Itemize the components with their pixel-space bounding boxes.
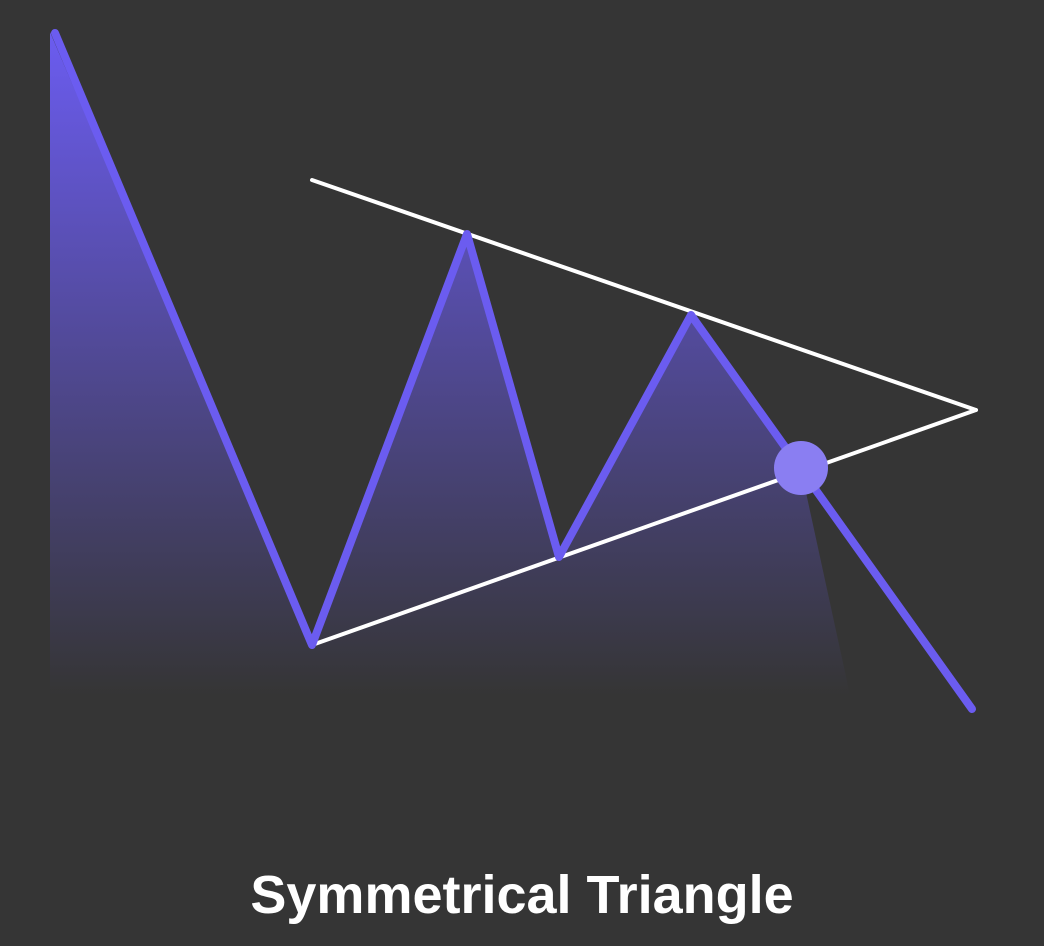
diagram-title: Symmetrical Triangle (250, 865, 794, 925)
lower-trendline (310, 408, 978, 647)
breakout-marker (774, 441, 828, 495)
price-line (51, 29, 976, 713)
upper-trendline (310, 178, 978, 412)
price-area-fill (50, 32, 850, 695)
